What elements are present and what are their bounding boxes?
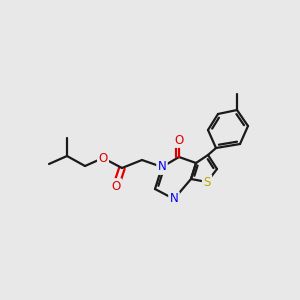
Text: O: O (174, 134, 184, 146)
Text: O: O (98, 152, 108, 164)
Text: N: N (169, 193, 178, 206)
Text: N: N (158, 160, 166, 173)
Text: S: S (203, 176, 211, 188)
Text: O: O (111, 179, 121, 193)
